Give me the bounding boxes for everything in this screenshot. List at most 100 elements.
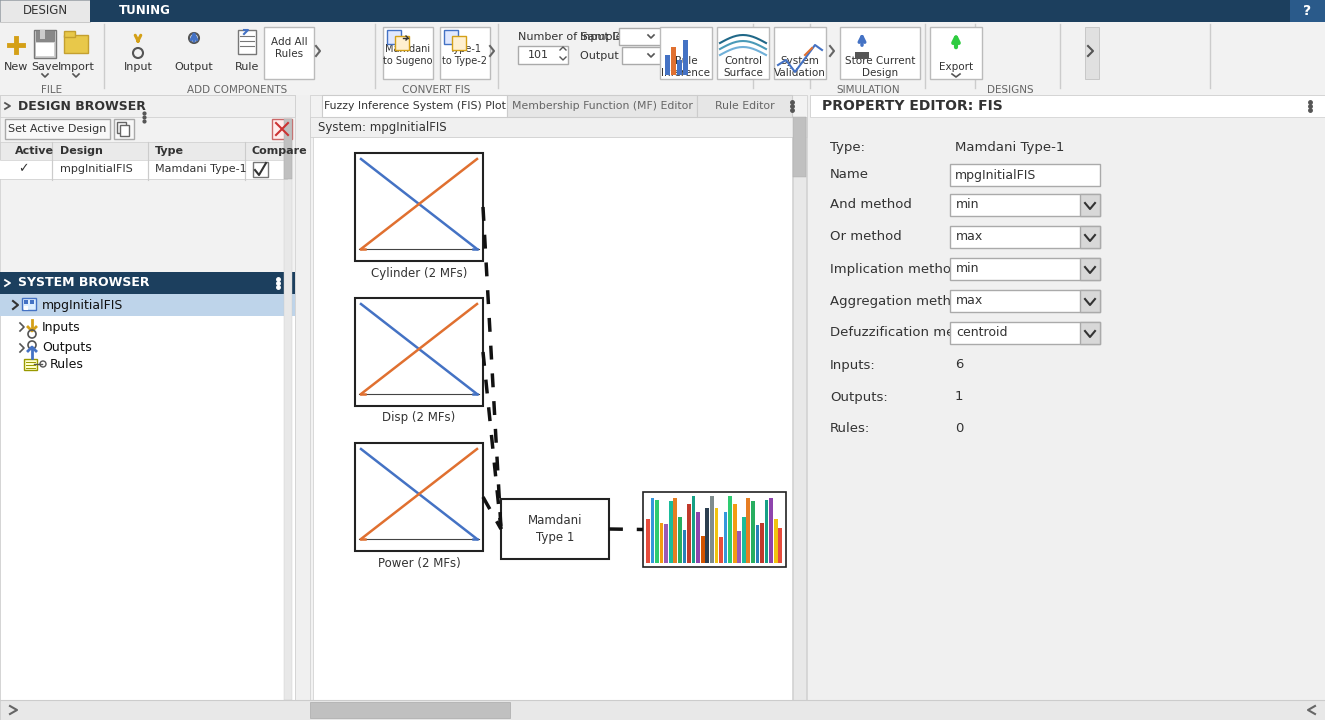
Bar [518,46,568,64]
Bar [284,119,292,700]
Bar [810,117,1325,720]
Text: Cylinder (2 MFs): Cylinder (2 MFs) [371,266,468,279]
Bar [238,30,256,54]
Bar [24,306,28,310]
Bar [670,47,676,75]
Text: Defuzzification method: Defuzzification method [829,326,984,340]
Bar [40,30,45,39]
Bar [117,122,126,133]
Bar [1080,290,1100,312]
Bar [395,36,409,50]
Text: max: max [957,230,983,243]
Text: min: min [957,263,979,276]
Text: Rule Editor: Rule Editor [714,101,774,111]
Bar [655,500,659,563]
Text: min: min [957,199,979,212]
Bar [36,30,54,41]
Bar [440,27,490,79]
Bar [322,95,507,117]
Bar [0,294,295,316]
Bar [24,300,28,304]
Bar [310,117,807,137]
Bar [950,164,1100,186]
Text: PROPERTY EDITOR: FIS: PROPERTY EDITOR: FIS [822,99,1003,113]
Text: mpgInitialFIS: mpgInitialFIS [60,164,132,174]
Text: Rules: Rules [50,358,83,371]
Text: Disp (2 MFs): Disp (2 MFs) [383,412,456,425]
Bar [0,160,288,179]
Bar [114,119,134,139]
Bar [310,95,807,720]
Text: Add All
Rules: Add All Rules [270,37,307,59]
Bar [30,300,34,304]
Text: Power (2 MFs): Power (2 MFs) [378,557,460,570]
Bar [647,518,649,563]
Text: Store Current
Design: Store Current Design [845,55,916,78]
Text: Output: Output [175,62,213,72]
Bar [651,498,655,563]
Bar [444,30,458,44]
Bar [1080,226,1100,248]
Text: Number of Samples: Number of Samples [518,32,628,42]
Text: Select: Select [624,32,659,42]
Bar [1291,0,1325,22]
Bar [355,153,484,261]
Bar [5,119,110,139]
Bar [36,43,54,56]
Bar [778,528,782,563]
Bar [507,95,697,117]
Bar [770,498,772,563]
Text: DESIGNS: DESIGNS [987,85,1034,95]
Bar [64,35,87,53]
Bar [792,117,806,720]
Bar [855,52,869,59]
Bar [719,536,723,563]
Text: Mamdani Type-1: Mamdani Type-1 [955,142,1064,155]
Text: DESIGN: DESIGN [23,4,68,17]
Text: 6: 6 [955,359,963,372]
Bar [64,31,76,37]
Text: New: New [4,62,28,72]
Text: Rules:: Rules: [829,423,871,436]
Bar [950,194,1100,216]
Text: Control
Surface: Control Surface [723,55,763,78]
Bar [643,492,786,567]
Bar [755,525,759,563]
Bar [452,36,466,50]
Bar [0,272,295,294]
Bar [284,119,292,179]
Bar [660,27,712,79]
Text: Membership Function (MF) Editor: Membership Function (MF) Editor [511,101,693,111]
Text: mpgInitialFIS: mpgInitialFIS [42,299,123,312]
Bar [24,359,37,370]
Bar [669,500,673,563]
Bar [665,55,670,75]
Bar [677,60,682,75]
Bar [733,504,737,563]
Text: Active: Active [15,146,54,156]
Bar [34,30,56,58]
Text: Type: Type [155,146,184,156]
Bar [714,508,718,563]
Text: mpgInitialFIS: mpgInitialFIS [955,168,1036,181]
Text: And method: And method [829,199,912,212]
Bar [930,27,982,79]
Bar [701,536,705,563]
Text: SIMULATION: SIMULATION [836,85,900,95]
Bar [746,498,750,563]
Text: Set Active Design: Set Active Design [8,124,106,134]
Text: Implication method: Implication method [829,263,959,276]
Bar [774,27,825,79]
Bar [0,0,90,22]
Bar [0,95,295,117]
Bar [619,28,661,45]
Text: Aggregation method: Aggregation method [829,294,967,307]
Bar [387,30,401,44]
Bar [501,499,610,559]
Bar [696,513,700,563]
Text: Rule
Inference: Rule Inference [661,55,710,78]
Bar [692,497,696,563]
Bar [950,258,1100,280]
Bar [0,22,1325,95]
Text: 101: 101 [527,50,549,60]
